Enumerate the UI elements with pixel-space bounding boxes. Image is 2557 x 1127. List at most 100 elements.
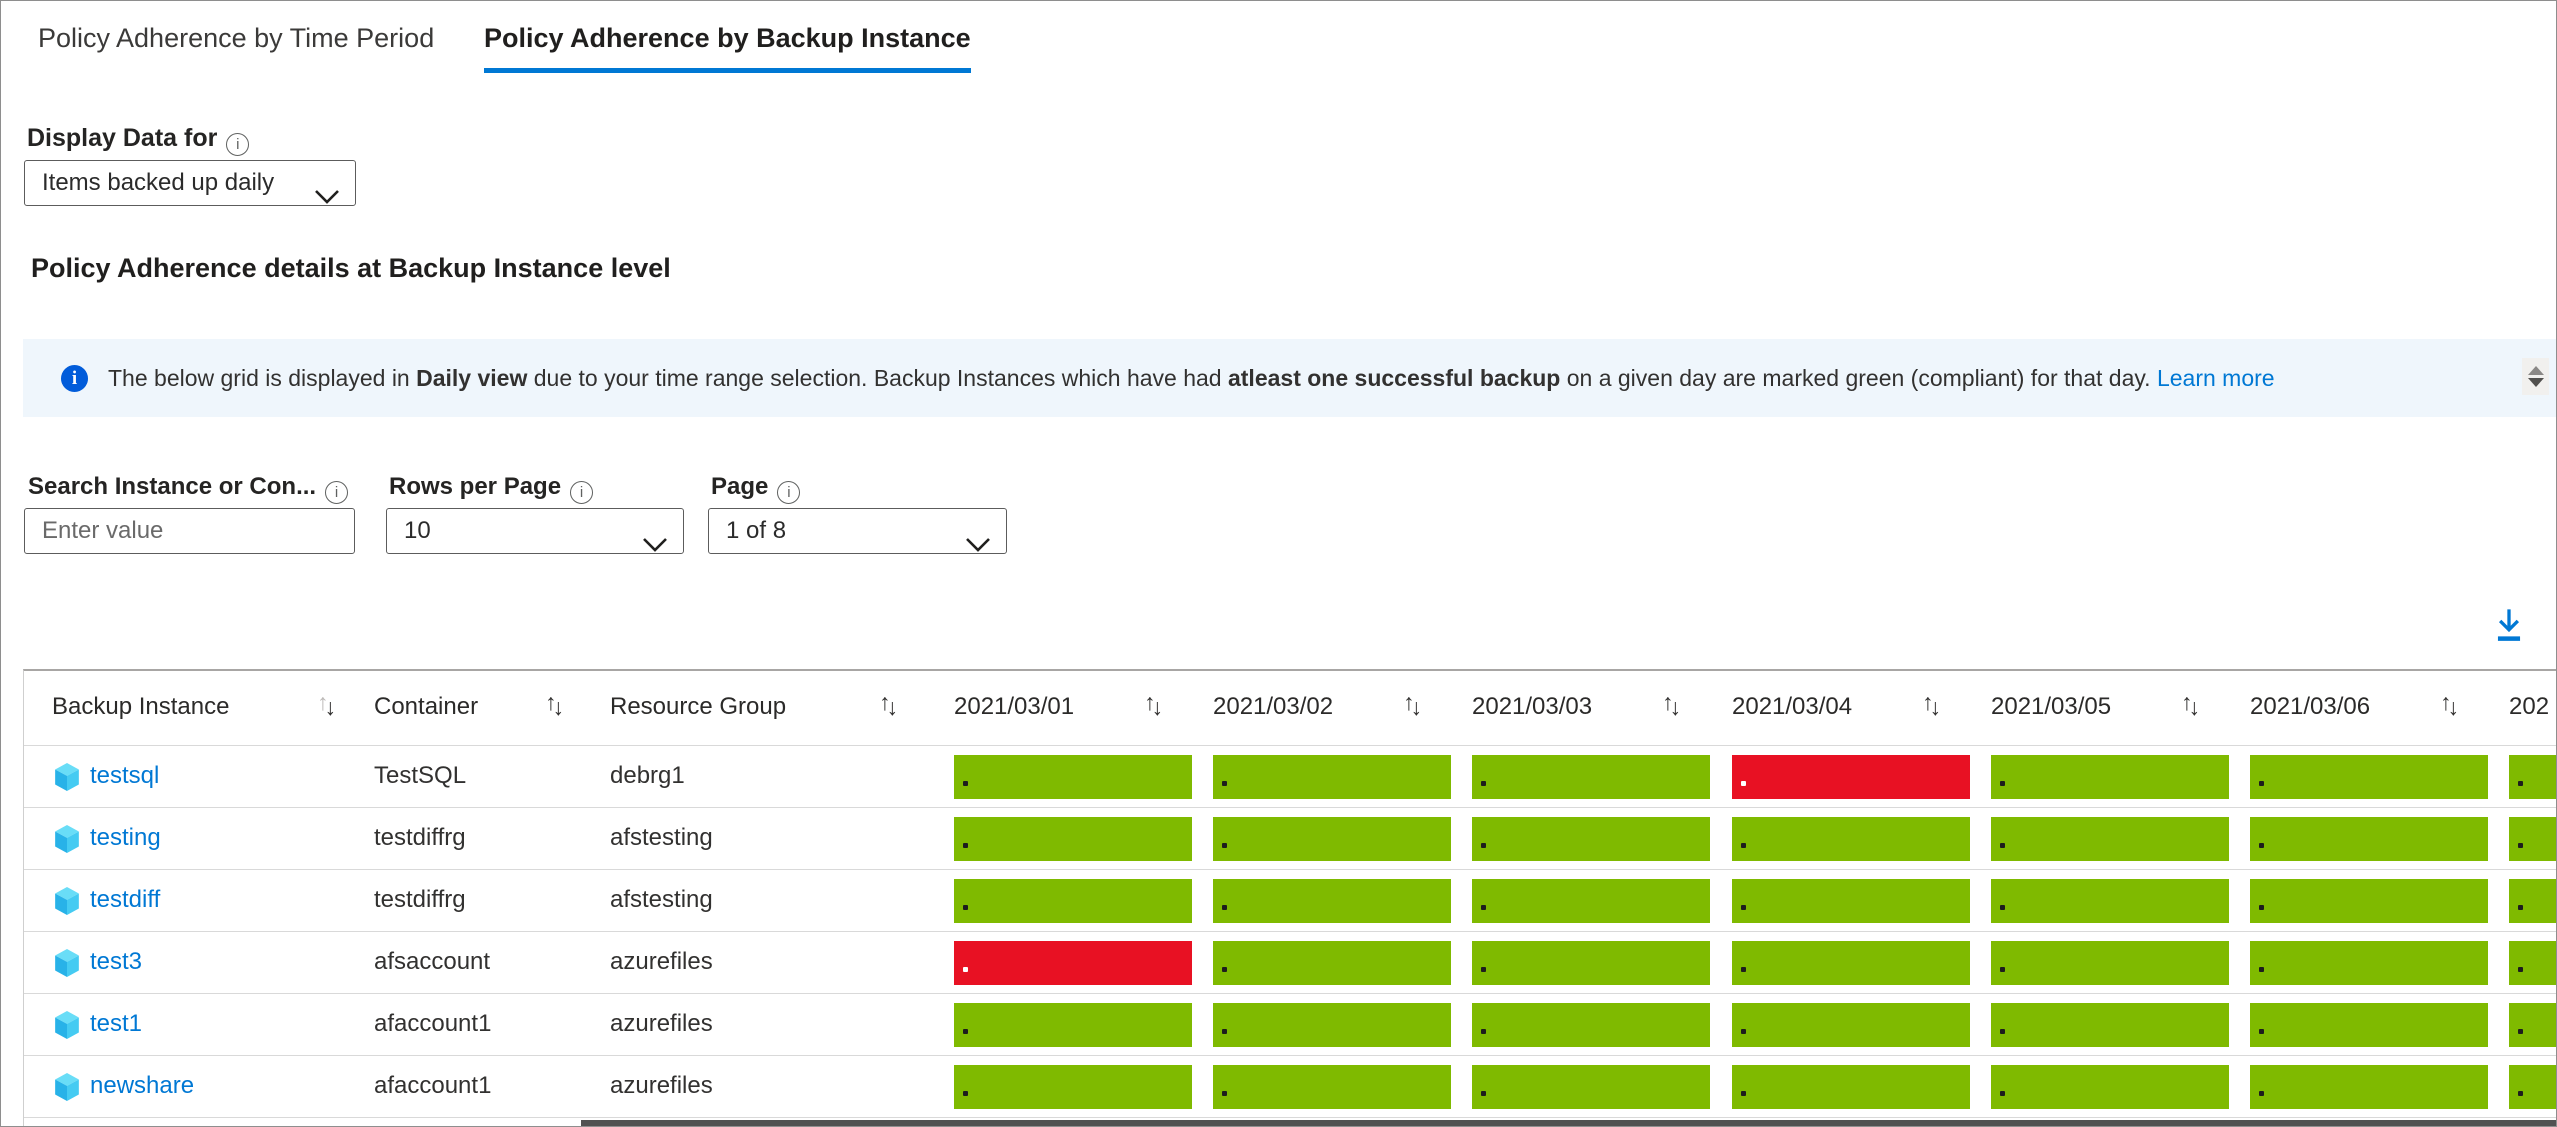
status-cell-compliant[interactable] <box>1472 941 1710 985</box>
status-cell-compliant[interactable] <box>1991 1065 2229 1109</box>
status-cell-compliant[interactable] <box>2250 817 2488 861</box>
status-cell-compliant[interactable] <box>1213 941 1451 985</box>
status-cell-compliant[interactable] <box>1472 755 1710 799</box>
status-cell-compliant[interactable] <box>1991 817 2229 861</box>
page-dropdown[interactable]: 1 of 8 <box>708 508 1007 554</box>
status-cell-compliant[interactable] <box>2509 879 2556 923</box>
horizontal-scrollbar[interactable] <box>581 1120 2556 1126</box>
banner-text-segment: due to your time range selection. Backup… <box>527 365 1228 391</box>
status-cell-compliant[interactable] <box>2250 1065 2488 1109</box>
info-icon[interactable]: i <box>226 133 250 156</box>
table-row: test3 afsaccount azurefiles <box>24 932 2556 994</box>
sort-icon[interactable]: ↑↓ <box>1144 689 1163 720</box>
search-input[interactable]: Enter value <box>24 508 355 554</box>
resource-group-cell: azurefiles <box>610 1072 713 1099</box>
status-dot <box>2518 843 2523 848</box>
backup-instance-link[interactable]: testsql <box>90 762 160 789</box>
status-cell-compliant[interactable] <box>1472 879 1710 923</box>
status-cell-compliant[interactable] <box>2250 879 2488 923</box>
status-cell-compliant[interactable] <box>1991 755 2229 799</box>
sort-icon[interactable]: ↑↓ <box>2440 689 2459 720</box>
sort-icon[interactable]: ↑↓ <box>317 689 336 720</box>
spinner-down-icon[interactable] <box>2528 378 2544 387</box>
status-cell-compliant[interactable] <box>1472 1003 1710 1047</box>
status-cell-compliant[interactable] <box>1732 941 1970 985</box>
container-cell: TestSQL <box>374 762 467 789</box>
status-dot <box>2259 1091 2264 1096</box>
backup-instance-link[interactable]: newshare <box>90 1072 195 1099</box>
rows-per-page-dropdown[interactable]: 10 <box>386 508 684 554</box>
column-header[interactable]: Backup Instance <box>52 693 230 720</box>
display-data-dropdown[interactable]: Items backed up daily <box>24 160 356 206</box>
status-cell-non-compliant[interactable] <box>954 941 1192 985</box>
download-button[interactable] <box>2489 605 2529 651</box>
status-cell-compliant[interactable] <box>1472 817 1710 861</box>
status-cell-compliant[interactable] <box>1991 941 2229 985</box>
status-dot <box>1741 843 1746 848</box>
status-cell-non-compliant[interactable] <box>1732 755 1970 799</box>
backup-instance-link[interactable]: test3 <box>90 948 143 975</box>
status-cell-compliant[interactable] <box>1213 817 1451 861</box>
chevron-down-icon <box>965 524 991 567</box>
status-cell-compliant[interactable] <box>2250 1003 2488 1047</box>
sort-icon[interactable]: ↑↓ <box>2181 689 2200 720</box>
resource-group-cell: afstesting <box>610 886 713 913</box>
column-header-date[interactable]: 2021/03/06 <box>2250 693 2371 720</box>
resource-group-cell: azurefiles <box>610 1010 713 1037</box>
status-cell-compliant[interactable] <box>1732 1065 1970 1109</box>
tab-policy-adherence-by-time-period[interactable]: Policy Adherence by Time Period <box>38 23 435 53</box>
banner-scroll-spinner[interactable] <box>2522 358 2549 395</box>
backup-instance-link[interactable]: testing <box>90 824 161 851</box>
status-dot <box>2000 1091 2005 1096</box>
column-header-date[interactable]: 2021/03/04 <box>1732 693 1853 720</box>
status-cell-compliant[interactable] <box>1732 1003 1970 1047</box>
status-cell-compliant[interactable] <box>2509 941 2556 985</box>
status-cell-compliant[interactable] <box>1991 1003 2229 1047</box>
backup-instance-link[interactable]: testdiff <box>90 886 161 913</box>
sort-icon[interactable]: ↑↓ <box>1662 689 1681 720</box>
status-dot <box>1481 843 1486 848</box>
status-cell-compliant[interactable] <box>1732 879 1970 923</box>
status-cell-compliant[interactable] <box>2509 1065 2556 1109</box>
status-cell-compliant[interactable] <box>1732 817 1970 861</box>
column-header-date[interactable]: 2021/03/05 <box>1991 693 2112 720</box>
tab-policy-adherence-by-backup-instance[interactable]: Policy Adherence by Backup Instance <box>484 23 971 73</box>
status-cell-compliant[interactable] <box>2509 1003 2556 1047</box>
info-icon[interactable]: i <box>325 481 349 504</box>
sort-icon[interactable]: ↑↓ <box>545 689 564 720</box>
learn-more-link[interactable]: Learn more <box>2156 365 2275 391</box>
backup-instance-link[interactable]: test1 <box>90 1010 143 1037</box>
status-dot <box>963 843 968 848</box>
column-header-date[interactable]: 2021/03/02 <box>1213 693 1334 720</box>
column-header-date[interactable]: 2021/03/01 <box>954 693 1075 720</box>
rows-per-page-label: Rows per Page i <box>389 473 594 504</box>
status-cell-compliant[interactable] <box>1213 1003 1451 1047</box>
status-cell-compliant[interactable] <box>1213 755 1451 799</box>
status-cell-compliant[interactable] <box>2509 817 2556 861</box>
status-cell-compliant[interactable] <box>2250 941 2488 985</box>
sort-icon[interactable]: ↑↓ <box>879 689 898 720</box>
status-cell-compliant[interactable] <box>1991 879 2229 923</box>
sort-icon[interactable]: ↑↓ <box>1403 689 1422 720</box>
status-cell-compliant[interactable] <box>1213 1065 1451 1109</box>
status-cell-compliant[interactable] <box>954 1065 1192 1109</box>
status-cell-compliant[interactable] <box>954 1003 1192 1047</box>
info-banner: i The below grid is displayed in Daily v… <box>23 339 2556 417</box>
status-cell-compliant[interactable] <box>1213 879 1451 923</box>
column-header[interactable]: Container <box>374 693 479 720</box>
info-icon[interactable]: i <box>777 481 801 504</box>
column-header[interactable]: Resource Group <box>610 693 787 720</box>
spinner-up-icon[interactable] <box>2528 366 2544 375</box>
column-header-date[interactable]: 2021/03/03 <box>1472 693 1593 720</box>
status-cell-compliant[interactable] <box>954 879 1192 923</box>
column-header-date[interactable]: 202 <box>2509 693 2550 720</box>
status-dot <box>2000 1029 2005 1034</box>
status-dot <box>1741 1091 1746 1096</box>
status-cell-compliant[interactable] <box>2509 755 2556 799</box>
sort-icon[interactable]: ↑↓ <box>1922 689 1941 720</box>
info-icon[interactable]: i <box>570 481 594 504</box>
status-cell-compliant[interactable] <box>1472 1065 1710 1109</box>
status-cell-compliant[interactable] <box>954 755 1192 799</box>
status-cell-compliant[interactable] <box>2250 755 2488 799</box>
status-cell-compliant[interactable] <box>954 817 1192 861</box>
